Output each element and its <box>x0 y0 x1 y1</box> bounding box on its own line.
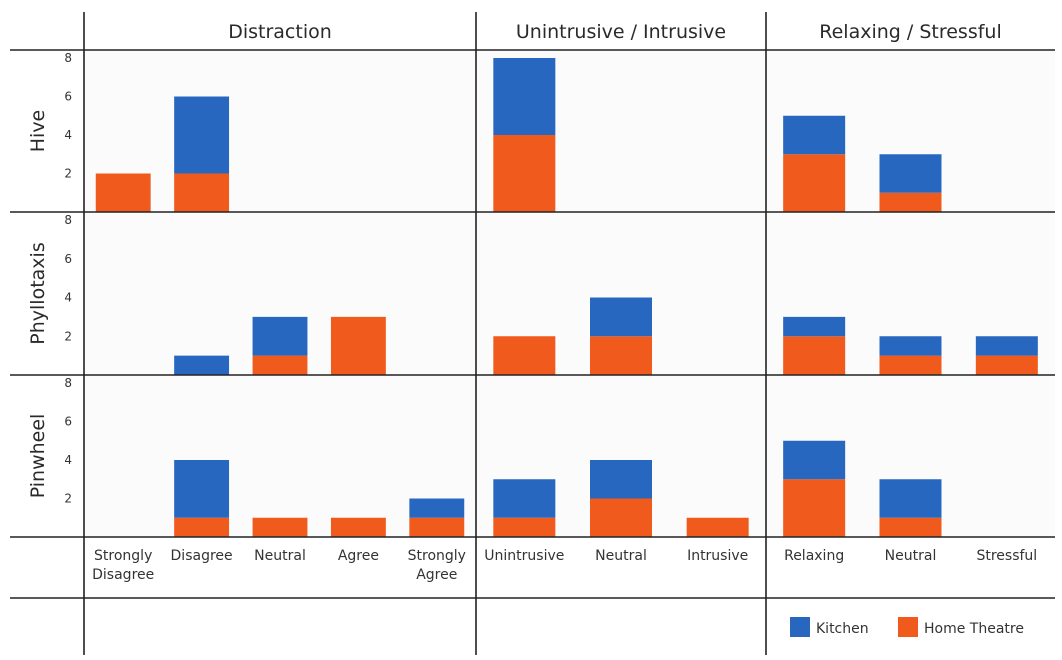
bar-kitchen <box>493 58 556 135</box>
bar-kitchen <box>252 316 308 356</box>
category-label: Unintrusive <box>484 548 564 564</box>
category-label: Neutral <box>254 548 306 564</box>
bar-kitchen <box>590 460 652 499</box>
legend-label: Home Theatre <box>924 621 1024 637</box>
y-tick-label: 6 <box>64 252 72 266</box>
y-tick-label: 8 <box>64 51 72 65</box>
bar-home-theatre <box>783 479 846 537</box>
y-tick-label: 2 <box>64 492 72 506</box>
bar-kitchen <box>783 316 846 337</box>
bar-home-theatre <box>686 517 749 537</box>
category-label: Relaxing <box>784 548 844 564</box>
row-label: Phyllotaxis <box>27 242 49 344</box>
bar-kitchen <box>975 336 1038 356</box>
bar-home-theatre <box>493 336 556 375</box>
bar-home-theatre <box>252 355 308 375</box>
y-tick-label: 6 <box>64 415 72 429</box>
bar-home-theatre <box>783 336 846 375</box>
category-label: Neutral <box>595 548 647 564</box>
bar-home-theatre <box>330 316 386 375</box>
bar-kitchen <box>409 498 465 518</box>
y-tick-label: 2 <box>64 167 72 181</box>
bar-kitchen <box>174 355 230 375</box>
bar-home-theatre <box>783 154 846 212</box>
bar-kitchen <box>879 336 942 356</box>
category-label: Stressful <box>976 548 1037 564</box>
category-label: Strongly Disagree <box>92 548 154 583</box>
category-label: Disagree <box>171 548 233 564</box>
bar-kitchen <box>783 440 846 480</box>
category-label: Strongly Agree <box>408 548 466 583</box>
y-tick-label: 2 <box>64 329 72 343</box>
row-label: Pinwheel <box>27 414 49 499</box>
bar-home-theatre <box>252 517 308 537</box>
category-label: Agree <box>338 548 379 564</box>
bar-home-theatre <box>590 336 652 375</box>
bar-home-theatre <box>879 355 942 375</box>
legend-swatch-kitchen <box>790 617 810 637</box>
bar-kitchen <box>174 96 230 174</box>
category-label: Intrusive <box>687 548 748 564</box>
bar-kitchen <box>493 479 556 518</box>
y-tick-label: 4 <box>64 291 72 305</box>
bar-home-theatre <box>95 173 151 212</box>
bar-home-theatre <box>879 192 942 212</box>
row-label: Hive <box>27 110 49 153</box>
column-header: Distraction <box>228 21 332 43</box>
bar-home-theatre <box>975 355 1038 375</box>
bar-kitchen <box>174 460 230 518</box>
bar-home-theatre <box>174 517 230 537</box>
column-header: Unintrusive / Intrusive <box>516 21 726 43</box>
y-tick-label: 8 <box>64 376 72 390</box>
bar-home-theatre <box>879 517 942 537</box>
bar-kitchen <box>783 115 846 155</box>
bar-home-theatre <box>493 135 556 212</box>
y-tick-label: 6 <box>64 90 72 104</box>
bar-kitchen <box>590 297 652 337</box>
bar-home-theatre <box>330 517 386 537</box>
bar-home-theatre <box>493 517 556 537</box>
bar-kitchen <box>879 479 942 518</box>
y-tick-label: 4 <box>64 128 72 142</box>
bar-home-theatre <box>174 173 230 212</box>
legend-swatch-home-theatre <box>898 617 918 637</box>
y-tick-label: 4 <box>64 453 72 467</box>
bar-kitchen <box>879 154 942 193</box>
legend-label: Kitchen <box>816 621 869 637</box>
category-label: Neutral <box>885 548 937 564</box>
column-header: Relaxing / Stressful <box>819 21 1001 43</box>
bar-home-theatre <box>590 498 652 537</box>
y-tick-label: 8 <box>64 213 72 227</box>
bar-home-theatre <box>409 517 465 537</box>
